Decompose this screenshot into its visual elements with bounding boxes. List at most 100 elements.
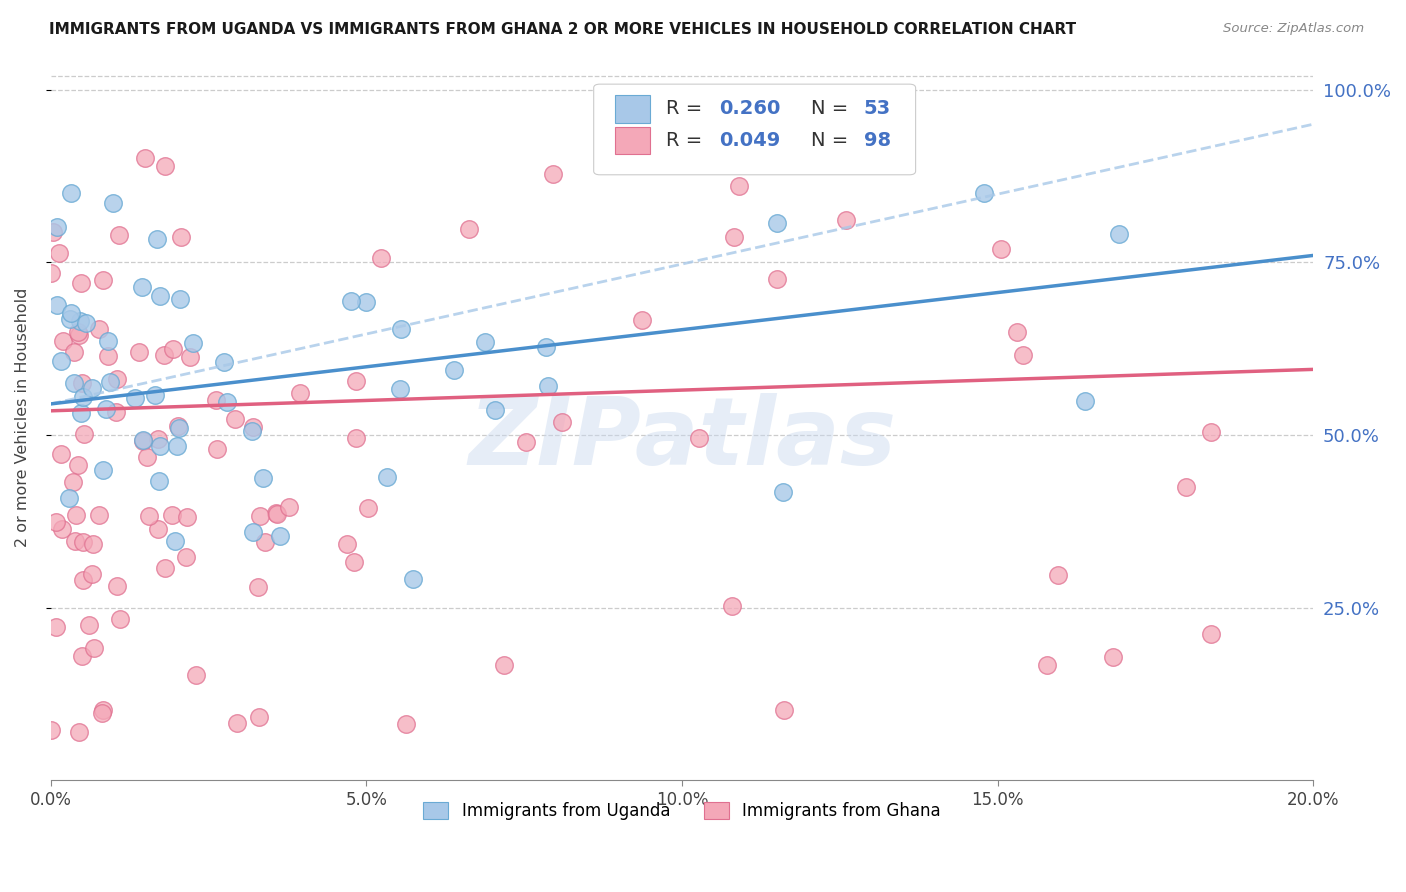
Point	[163, 533, 186, 548]
Point	[131, 434, 153, 448]
Point	[375, 470, 398, 484]
Point	[124, 391, 146, 405]
Point	[728, 179, 751, 194]
Point	[551, 415, 574, 429]
Point	[269, 529, 291, 543]
Point	[484, 403, 506, 417]
Point	[1005, 325, 1028, 339]
Point	[59, 312, 82, 326]
Point	[146, 522, 169, 536]
Point	[1199, 425, 1222, 440]
Point	[179, 350, 201, 364]
Point	[277, 500, 299, 514]
Point	[67, 325, 90, 339]
Point	[134, 151, 156, 165]
Point	[205, 442, 228, 456]
Point	[166, 439, 188, 453]
Point	[138, 508, 160, 523]
Point	[45, 298, 67, 312]
Point	[105, 372, 128, 386]
Point	[205, 392, 228, 407]
Point	[225, 715, 247, 730]
Point	[343, 555, 366, 569]
Point	[70, 648, 93, 663]
Legend: Immigrants from Uganda, Immigrants from Ghana: Immigrants from Uganda, Immigrants from …	[416, 795, 948, 826]
Point	[1012, 348, 1035, 362]
Point	[254, 534, 277, 549]
Point	[39, 266, 62, 280]
Point	[160, 508, 183, 523]
Text: 0.049: 0.049	[718, 131, 780, 150]
Point	[62, 475, 84, 489]
Point	[252, 471, 274, 485]
Point	[389, 321, 412, 335]
Point	[87, 322, 110, 336]
Point	[240, 425, 263, 439]
Point	[136, 450, 159, 465]
Point	[149, 438, 172, 452]
Point	[67, 724, 90, 739]
Point	[288, 386, 311, 401]
Point	[1035, 657, 1057, 672]
Point	[128, 345, 150, 359]
Point	[152, 348, 174, 362]
Point	[108, 228, 131, 243]
Point	[162, 342, 184, 356]
Point	[631, 313, 654, 327]
Point	[49, 447, 72, 461]
Point	[766, 272, 789, 286]
Text: ZIPatlas: ZIPatlas	[468, 393, 896, 485]
Point	[721, 599, 744, 613]
Point	[1074, 393, 1097, 408]
Point	[96, 349, 118, 363]
Point	[184, 667, 207, 681]
Point	[458, 222, 481, 236]
Point	[402, 572, 425, 586]
Point	[492, 658, 515, 673]
Point	[169, 292, 191, 306]
Point	[97, 334, 120, 348]
Point	[224, 412, 246, 426]
Point	[83, 640, 105, 655]
Point	[264, 507, 287, 521]
Point	[70, 406, 93, 420]
Point	[395, 717, 418, 731]
Point	[1102, 650, 1125, 665]
Point	[388, 383, 411, 397]
Point	[990, 243, 1012, 257]
Point	[87, 508, 110, 522]
Point	[537, 378, 560, 392]
Point	[1174, 480, 1197, 494]
Point	[835, 213, 858, 227]
Point	[723, 230, 745, 244]
Point	[336, 537, 359, 551]
Point	[169, 421, 191, 435]
Point	[515, 435, 537, 450]
Point	[48, 246, 70, 260]
Point	[80, 381, 103, 395]
Point	[354, 295, 377, 310]
Text: IMMIGRANTS FROM UGANDA VS IMMIGRANTS FROM GHANA 2 OR MORE VEHICLES IN HOUSEHOLD : IMMIGRANTS FROM UGANDA VS IMMIGRANTS FRO…	[49, 22, 1077, 37]
Point	[443, 363, 465, 377]
Point	[91, 703, 114, 717]
Text: N =: N =	[811, 99, 855, 119]
Point	[69, 314, 91, 328]
Point	[146, 433, 169, 447]
Point	[534, 340, 557, 354]
Text: 53: 53	[863, 99, 891, 119]
Point	[247, 710, 270, 724]
Point	[82, 566, 104, 581]
Text: R =: R =	[665, 131, 709, 150]
Point	[149, 289, 172, 303]
Point	[215, 395, 238, 409]
Point	[370, 251, 392, 265]
Point	[72, 390, 94, 404]
Point	[70, 376, 93, 390]
Point	[105, 405, 128, 419]
Text: R =: R =	[665, 99, 709, 119]
Point	[688, 431, 710, 445]
Point	[181, 335, 204, 350]
Point	[131, 280, 153, 294]
Point	[212, 355, 235, 369]
Point	[73, 426, 96, 441]
